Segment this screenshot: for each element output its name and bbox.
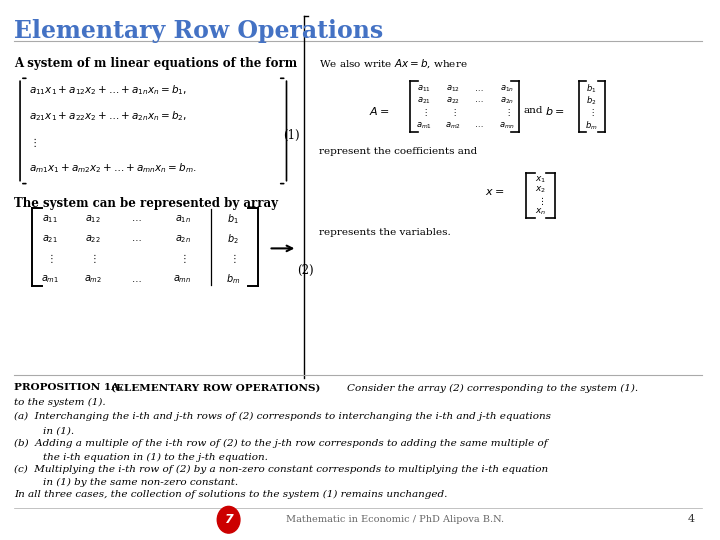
Text: $\vdots$: $\vdots$ — [179, 252, 186, 265]
Text: (ELEMENTARY ROW OPERATIONS): (ELEMENTARY ROW OPERATIONS) — [111, 383, 324, 393]
Text: (1): (1) — [283, 129, 300, 141]
Text: the i-th equation in (1) to the j-th equation.: the i-th equation in (1) to the j-th equ… — [43, 453, 268, 462]
Text: and: and — [524, 106, 544, 115]
Text: $a_{21}x_1 + a_{22}x_2 + \ldots + a_{2n}x_n = b_2,$: $a_{21}x_1 + a_{22}x_2 + \ldots + a_{2n}… — [29, 110, 186, 124]
Text: in (1) by the same non-zero constant.: in (1) by the same non-zero constant. — [43, 478, 238, 487]
Text: $x_1$: $x_1$ — [535, 174, 546, 185]
Text: $\vdots$: $\vdots$ — [537, 195, 544, 207]
Text: $b_2$: $b_2$ — [227, 232, 238, 246]
Text: $b_2$: $b_2$ — [585, 94, 596, 107]
Text: We also write $Ax = b$, where: We also write $Ax = b$, where — [319, 58, 467, 70]
Text: $\vdots$: $\vdots$ — [29, 136, 36, 148]
Text: A system of m linear equations of the form: A system of m linear equations of the fo… — [14, 57, 297, 70]
Text: Mathematic in Economic / PhD Alipova B.N.: Mathematic in Economic / PhD Alipova B.N… — [287, 515, 505, 524]
Text: (2): (2) — [297, 264, 314, 276]
Text: in (1).: in (1). — [43, 427, 74, 436]
Text: (b)  Adding a multiple of the i-th row of (2) to the j-th row corresponds to add: (b) Adding a multiple of the i-th row of… — [14, 438, 548, 448]
Text: PROPOSITION 1A.: PROPOSITION 1A. — [14, 383, 127, 393]
Text: $a_{22}$: $a_{22}$ — [446, 95, 460, 106]
Text: $\vdots$: $\vdots$ — [420, 107, 428, 118]
Text: $a_{11}x_1 + a_{12}x_2 + \ldots + a_{1n}x_n = b_1,$: $a_{11}x_1 + a_{12}x_2 + \ldots + a_{1n}… — [29, 84, 186, 98]
Text: $a_{11}$: $a_{11}$ — [417, 83, 431, 94]
Text: $x_n$: $x_n$ — [535, 206, 546, 217]
Text: $\vdots$: $\vdots$ — [450, 107, 456, 118]
Text: $\ldots$: $\ldots$ — [474, 122, 483, 129]
Text: $\ldots$: $\ldots$ — [474, 97, 483, 104]
Circle shape — [217, 507, 240, 533]
Text: $a_{m2}$: $a_{m2}$ — [446, 120, 462, 131]
Text: to the system (1).: to the system (1). — [14, 398, 106, 407]
Text: In all three cases, the collection of solutions to the system (1) remains unchan: In all three cases, the collection of so… — [14, 490, 448, 499]
Text: $a_{12}$: $a_{12}$ — [446, 83, 460, 94]
Text: $a_{mn}$: $a_{mn}$ — [174, 273, 192, 285]
Text: $a_{m1}$: $a_{m1}$ — [416, 120, 432, 131]
Text: $A =$: $A =$ — [369, 105, 390, 117]
Text: $a_{12}$: $a_{12}$ — [85, 213, 101, 225]
Text: $a_{11}$: $a_{11}$ — [42, 213, 58, 225]
Text: $a_{22}$: $a_{22}$ — [85, 233, 101, 245]
Text: $x =$: $x =$ — [485, 187, 504, 197]
Text: $a_{2n}$: $a_{2n}$ — [174, 233, 191, 245]
Text: $a_{21}$: $a_{21}$ — [42, 233, 58, 245]
Text: $b_1$: $b_1$ — [227, 212, 238, 226]
Text: $\vdots$: $\vdots$ — [47, 252, 54, 265]
Text: $\ldots$: $\ldots$ — [131, 275, 141, 284]
Text: (c)  Multiplying the i-th row of (2) by a non-zero constant corresponds to multi: (c) Multiplying the i-th row of (2) by a… — [14, 464, 549, 474]
Text: $\ldots$: $\ldots$ — [131, 214, 141, 223]
Text: $x_2$: $x_2$ — [535, 185, 546, 195]
Text: $\vdots$: $\vdots$ — [229, 252, 236, 265]
Text: $a_{1n}$: $a_{1n}$ — [500, 83, 514, 94]
Text: $a_{1n}$: $a_{1n}$ — [174, 213, 191, 225]
Text: 7: 7 — [224, 513, 233, 526]
Text: 4: 4 — [688, 515, 695, 524]
Text: The system can be represented by array: The system can be represented by array — [14, 197, 279, 210]
Text: $a_{2n}$: $a_{2n}$ — [500, 95, 514, 106]
Text: $a_{mn}$: $a_{mn}$ — [499, 120, 516, 131]
Text: $b =$: $b =$ — [546, 105, 564, 117]
Text: $b_m$: $b_m$ — [225, 272, 240, 286]
Text: represent the coefficients and: represent the coefficients and — [319, 147, 477, 156]
Text: $a_{m2}$: $a_{m2}$ — [84, 273, 102, 285]
Text: $\vdots$: $\vdots$ — [504, 107, 510, 118]
Text: $a_{21}$: $a_{21}$ — [417, 95, 431, 106]
Text: $a_{m1}x_1 + a_{m2}x_2 + \ldots + a_{mn}x_n = b_m.$: $a_{m1}x_1 + a_{m2}x_2 + \ldots + a_{mn}… — [29, 161, 197, 176]
Text: Consider the array (2) corresponding to the system (1).: Consider the array (2) corresponding to … — [347, 383, 639, 393]
Text: Elementary Row Operations: Elementary Row Operations — [14, 19, 384, 43]
Text: $\ldots$: $\ldots$ — [474, 85, 483, 92]
Text: $b_m$: $b_m$ — [585, 119, 597, 132]
Text: $\vdots$: $\vdots$ — [588, 107, 594, 118]
Text: $\vdots$: $\vdots$ — [89, 252, 96, 265]
Text: represents the variables.: represents the variables. — [319, 228, 451, 237]
Text: (a)  Interchanging the i-th and j-th rows of (2) corresponds to interchanging th: (a) Interchanging the i-th and j-th rows… — [14, 412, 552, 421]
Text: $b_1$: $b_1$ — [585, 82, 596, 95]
Text: $\ldots$: $\ldots$ — [131, 234, 141, 243]
Text: $a_{m1}$: $a_{m1}$ — [41, 273, 59, 285]
